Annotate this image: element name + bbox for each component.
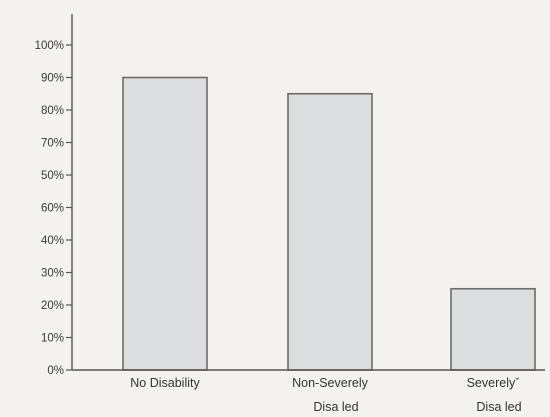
y-tick-label: 10% (41, 333, 64, 345)
y-tick-label: 60% (41, 203, 64, 215)
y-axis-ticks: 0% 10% 20% 30% 40% 60% 50% 70% 80% 90% 100% (35, 40, 72, 377)
y-tick-label: 70% (41, 138, 64, 150)
y-tick-label: 90% (41, 73, 64, 85)
x-axis-labels: No Disability Non-Severely Disa led Severel… (130, 376, 521, 414)
x-category-label: Disa led (476, 400, 521, 414)
bar (122, 76, 208, 371)
y-tick-label: 40% (41, 235, 64, 247)
bar (450, 287, 536, 371)
y-tick-label: 30% (41, 268, 64, 280)
y-tick-label: 20% (41, 300, 64, 312)
bars (122, 76, 536, 371)
x-category-label: Disa led (313, 400, 358, 414)
y-tick-label: 100% (35, 40, 64, 52)
bar (287, 92, 373, 371)
x-category-label: Non-Severely (292, 376, 368, 390)
y-tick-label: 50% (41, 170, 64, 182)
y-tick-label: 80% (41, 105, 64, 117)
y-tick-label: 0% (47, 365, 64, 377)
x-category-label: Severelyˇ (467, 376, 521, 390)
x-category-label: No Disability (130, 376, 200, 390)
